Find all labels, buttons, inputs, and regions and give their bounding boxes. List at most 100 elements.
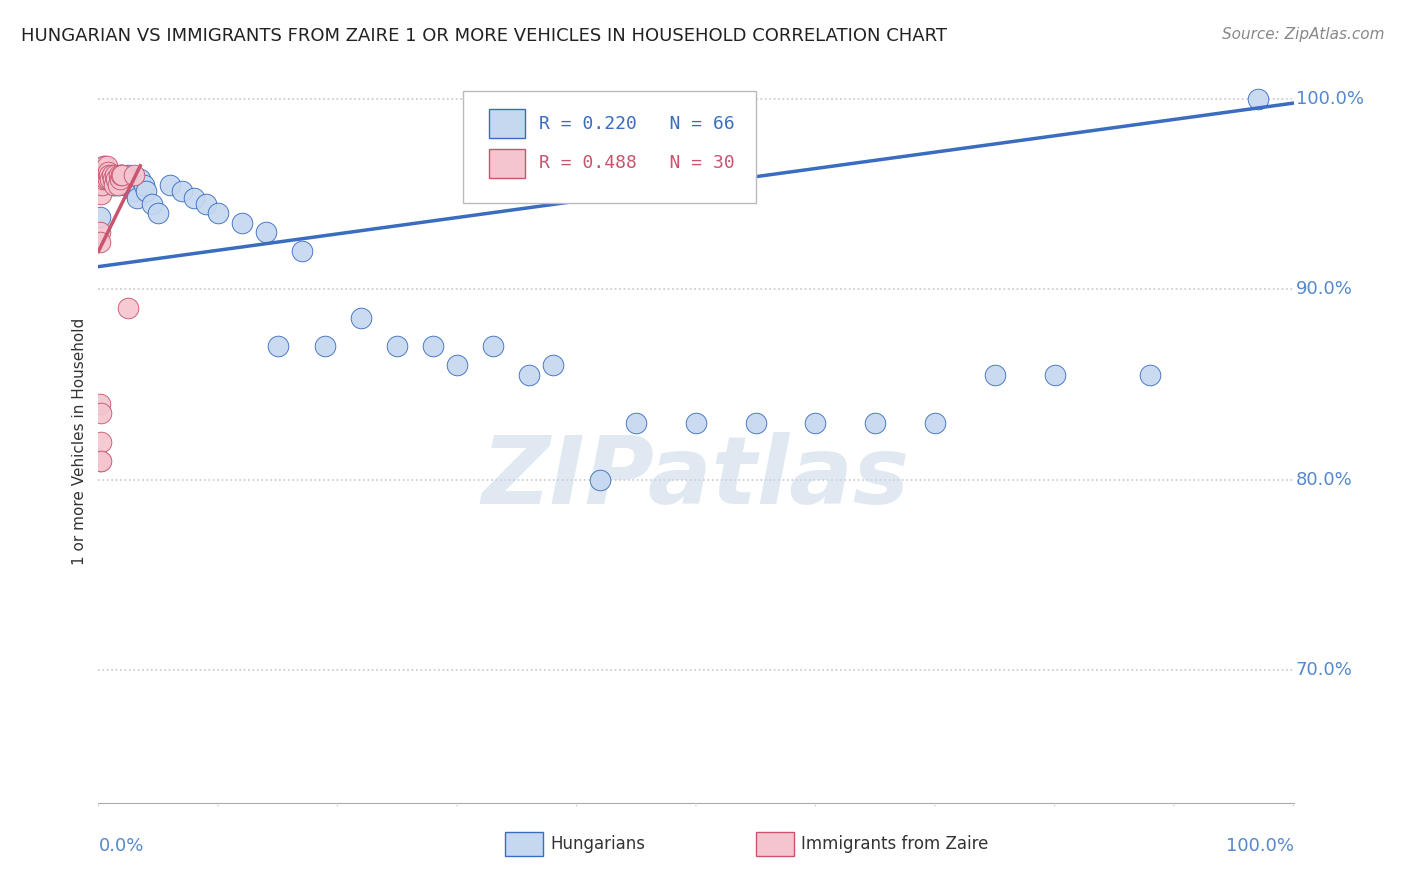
Point [96, 169, 118, 183]
Point [101, 172, 124, 186]
Point [105, 172, 128, 186]
Point [111, 169, 134, 183]
Point [129, 172, 152, 186]
Point [108, 172, 131, 186]
Point [125, 191, 148, 205]
Point [94, 164, 117, 178]
Point [254, 226, 277, 240]
Text: 0.0%: 0.0% [98, 837, 143, 855]
Point [97, 164, 120, 178]
Point [385, 339, 409, 353]
Point [103, 178, 125, 192]
Point [98, 172, 122, 186]
Text: Immigrants from Zaire: Immigrants from Zaire [801, 835, 988, 853]
Point [924, 416, 946, 430]
Point [107, 169, 129, 183]
Point [89, 210, 111, 224]
FancyBboxPatch shape [463, 91, 756, 203]
Point [135, 184, 157, 198]
Text: 100.0%: 100.0% [1226, 837, 1294, 855]
Point [97, 164, 120, 178]
Point [446, 359, 468, 373]
Point [626, 416, 648, 430]
Point [91, 172, 114, 186]
Point [984, 368, 1007, 382]
Text: ZIPatlas: ZIPatlas [482, 432, 910, 524]
Point [141, 197, 163, 211]
Text: 70.0%: 70.0% [1296, 661, 1353, 679]
Point [91, 169, 114, 183]
Point [745, 416, 768, 430]
Point [111, 169, 134, 183]
FancyBboxPatch shape [505, 832, 543, 855]
Point [96, 169, 118, 183]
Point [93, 159, 115, 173]
Point [105, 169, 128, 183]
Point [98, 172, 122, 186]
Point [108, 172, 131, 186]
Point [865, 416, 887, 430]
Point [110, 169, 132, 183]
Point [104, 178, 127, 192]
Point [89, 396, 111, 410]
Point [93, 159, 115, 173]
Point [97, 172, 120, 186]
Point [117, 301, 139, 316]
FancyBboxPatch shape [489, 109, 524, 138]
Point [804, 416, 827, 430]
Point [100, 178, 122, 192]
Text: Hungarians: Hungarians [550, 835, 645, 853]
Point [114, 178, 136, 192]
Point [89, 453, 111, 467]
Point [91, 169, 114, 183]
Point [1043, 368, 1066, 382]
Point [172, 184, 194, 198]
Point [291, 244, 314, 259]
Point [100, 169, 122, 183]
Point [589, 473, 612, 487]
Point [685, 416, 707, 430]
Point [90, 453, 112, 467]
Point [315, 339, 337, 353]
Point [93, 169, 115, 183]
Point [94, 172, 117, 186]
Y-axis label: 1 or more Vehicles in Household: 1 or more Vehicles in Household [72, 318, 87, 566]
Point [1247, 92, 1270, 106]
Point [107, 172, 129, 186]
Point [207, 206, 229, 220]
Point [90, 434, 112, 449]
Point [90, 406, 112, 420]
Text: 100.0%: 100.0% [1296, 90, 1364, 108]
Point [103, 172, 125, 186]
Point [481, 339, 505, 353]
Point [89, 235, 111, 249]
Point [98, 169, 121, 183]
Point [91, 172, 114, 186]
Point [96, 159, 118, 173]
Point [422, 339, 444, 353]
Point [148, 206, 170, 220]
Point [98, 176, 121, 190]
Point [97, 172, 120, 186]
FancyBboxPatch shape [489, 149, 524, 178]
Point [89, 226, 111, 240]
Text: HUNGARIAN VS IMMIGRANTS FROM ZAIRE 1 OR MORE VEHICLES IN HOUSEHOLD CORRELATION C: HUNGARIAN VS IMMIGRANTS FROM ZAIRE 1 OR … [21, 27, 948, 45]
Point [91, 169, 114, 183]
Point [90, 178, 112, 192]
Point [195, 197, 218, 211]
Text: 80.0%: 80.0% [1296, 471, 1353, 489]
Point [91, 176, 114, 190]
Point [90, 169, 112, 183]
Point [1139, 368, 1161, 382]
Point [94, 164, 117, 178]
Point [107, 178, 129, 192]
Point [132, 178, 155, 192]
Point [231, 216, 253, 230]
FancyBboxPatch shape [756, 832, 794, 855]
Point [98, 169, 121, 183]
Point [117, 169, 139, 183]
Text: Source: ZipAtlas.com: Source: ZipAtlas.com [1222, 27, 1385, 42]
Point [159, 178, 181, 192]
Text: 90.0%: 90.0% [1296, 280, 1353, 299]
Point [124, 184, 146, 198]
